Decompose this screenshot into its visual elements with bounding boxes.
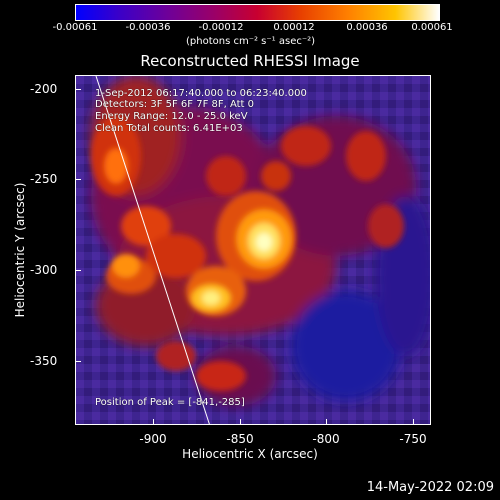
info-method: Clean Total counts: 6.41E+03 [95,123,243,134]
colorbar-tick: -0.00012 [198,22,244,33]
plot-title: Reconstructed RHESSI Image [140,52,360,70]
colorbar-units: (photons cm⁻² s⁻¹ asec⁻²) [186,36,316,47]
y-tick: -350 [30,354,58,368]
colorbar-tick: 0.00012 [273,22,315,33]
x-tick: -900 [139,432,167,446]
colorbar-tick: -0.00061 [52,22,98,33]
x-tick: -800 [312,432,340,446]
info-energy: Energy Range: 12.0 - 25.0 keV [95,111,248,122]
y-tick: -200 [30,82,58,96]
rhessi-image [75,75,431,425]
info-detectors: Detectors: 3F 5F 6F 7F 8F, Att 0 [95,99,255,110]
colorbar-tick: 0.00036 [346,22,388,33]
y-tick: -250 [30,172,58,186]
y-axis-label: Heliocentric Y (arcsec) [13,182,27,318]
colorbar [75,4,440,21]
x-tick: -750 [399,432,427,446]
info-peak: Position of Peak = [-841,-285] [95,397,245,408]
x-tick: -850 [226,432,254,446]
timestamp: 14-May-2022 02:09 [366,480,494,495]
info-time-range: 1-Sep-2012 06:17:40.000 to 06:23:40.000 [95,88,307,99]
colorbar-tick: -0.00036 [125,22,171,33]
colorbar-tick: 0.00061 [411,22,453,33]
x-axis-label: Heliocentric X (arcsec) [182,447,318,461]
y-tick: -300 [30,263,58,277]
